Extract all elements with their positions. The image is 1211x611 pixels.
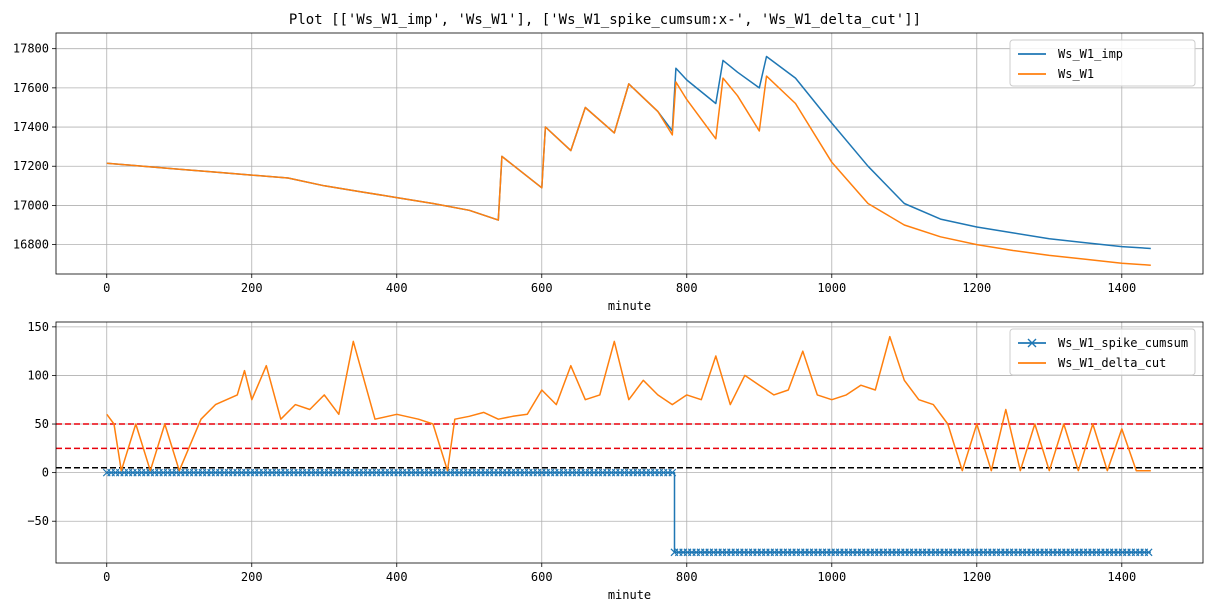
- x-tick-label: 400: [386, 570, 408, 584]
- figure-title: Plot [['Ws_W1_imp', 'Ws_W1'], ['Ws_W1_sp…: [289, 12, 921, 28]
- legend-label: Ws_W1_delta_cut: [1058, 356, 1166, 370]
- legend: Ws_W1_imp Ws_W1: [1009, 39, 1196, 87]
- legend-label: Ws_W1_imp: [1058, 47, 1123, 61]
- x-tick-label: 600: [531, 281, 553, 295]
- plot-area: [106, 55, 1151, 266]
- x-tick-label: 400: [386, 281, 408, 295]
- x-tick-label: 1200: [962, 281, 991, 295]
- series-line-Ws_W1_spike_cumsum: [106, 471, 1151, 554]
- y-tick-label: −50: [27, 514, 49, 528]
- bottom-axes: 0 200 400 600 800 1000 1200 1400 −50 0 50 100 150 min…: [27, 320, 1204, 602]
- legend-marker: [1027, 338, 1037, 348]
- y-tick-label: 16800: [13, 238, 49, 252]
- x-tick-label: 1200: [962, 570, 991, 584]
- y-tick-label: 100: [27, 368, 49, 382]
- x-tick-label: 800: [676, 570, 698, 584]
- legend-label: Ws_W1: [1058, 67, 1094, 81]
- x-tick-label: 0: [103, 281, 110, 295]
- x-axis-label: minute: [608, 588, 651, 602]
- y-tick-label: 150: [27, 320, 49, 334]
- x-tick-label: 1000: [817, 570, 846, 584]
- series-line-Ws_W1_delta_cut: [106, 335, 1151, 472]
- x-tick-label: 600: [531, 570, 553, 584]
- legend: Ws_W1_spike_cumsum Ws_W1_delta_cut: [1009, 328, 1196, 376]
- axes-frame: [55, 321, 1204, 564]
- x-tick-label: 0: [103, 570, 110, 584]
- legend-box: [1009, 328, 1196, 376]
- y-tick-label: 17000: [13, 198, 49, 212]
- y-tick-label: 17200: [13, 159, 49, 173]
- x-tick-label: 1400: [1107, 281, 1136, 295]
- x-tick-label: 200: [241, 281, 263, 295]
- y-tick-label: 17600: [13, 81, 49, 95]
- series-line-Ws_W1: [106, 75, 1151, 266]
- series-marker: [668, 468, 677, 477]
- legend-label: Ws_W1_spike_cumsum: [1058, 336, 1188, 350]
- y-tick-label: 17800: [13, 42, 49, 56]
- x-tick-label: 1400: [1107, 570, 1136, 584]
- y-tick-label: 17400: [13, 120, 49, 134]
- top-axes: 0 200 400 600 800 1000 1200 1400 16800 17000 17200…: [13, 32, 1204, 313]
- x-tick-label: 800: [676, 281, 698, 295]
- axes-frame: [55, 32, 1204, 275]
- y-tick-label: 50: [35, 417, 49, 431]
- plot-area: [102, 335, 1153, 557]
- y-tick-label: 0: [42, 466, 49, 480]
- x-tick-label: 1000: [817, 281, 846, 295]
- legend-box: [1009, 39, 1196, 87]
- x-axis-label: minute: [608, 299, 651, 313]
- x-tick-label: 200: [241, 570, 263, 584]
- series-marker: [1144, 548, 1153, 557]
